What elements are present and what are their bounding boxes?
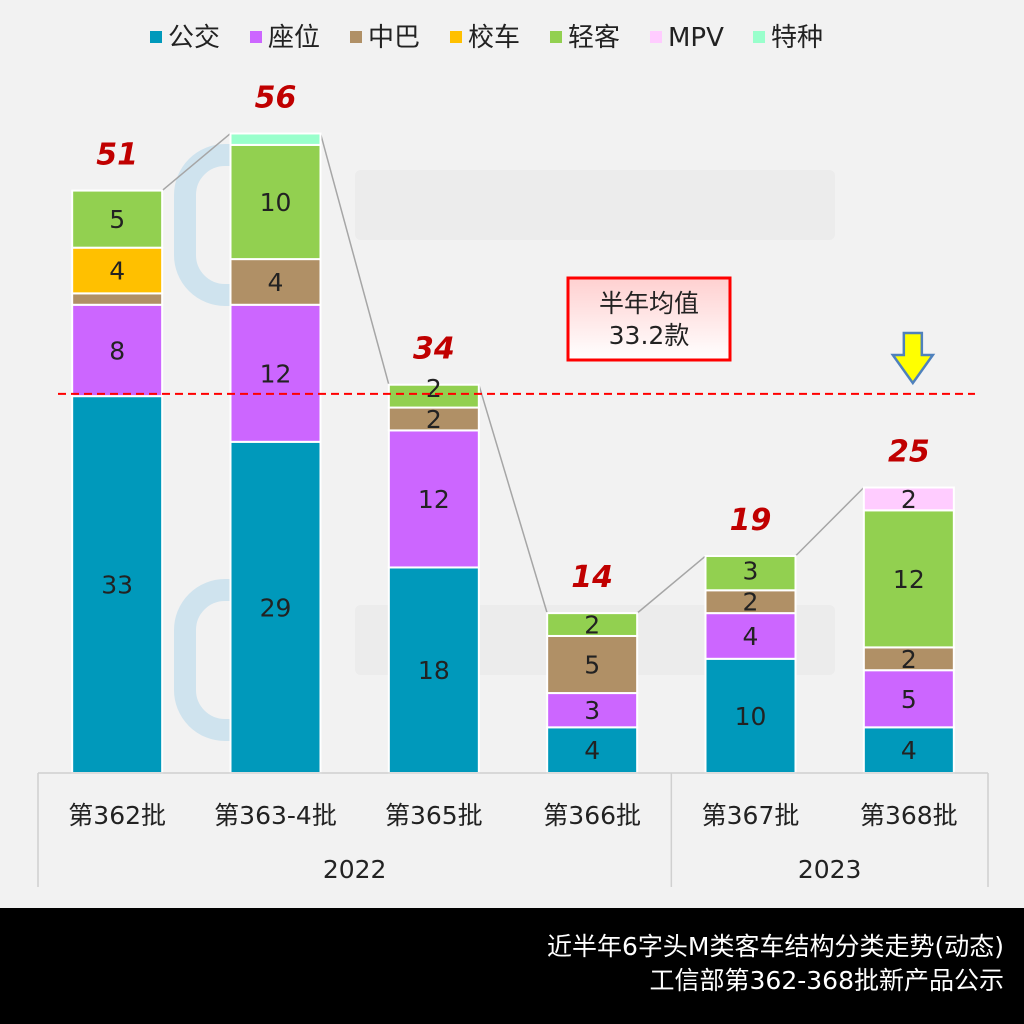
legend-swatch [150, 31, 162, 43]
bar-value-label: 2 [426, 405, 442, 434]
connector-line [478, 384, 548, 614]
connector-line [794, 486, 865, 557]
bar-value-label: 10 [260, 188, 292, 217]
x-tick-label: 第367批 [702, 801, 800, 830]
x-tick-label: 第368批 [860, 801, 958, 830]
x-tick-label: 第363-4批 [214, 801, 337, 830]
x-tick-label: 第366批 [543, 801, 641, 830]
total-label: 14 [571, 560, 613, 595]
total-label: 25 [888, 435, 930, 470]
bar-value-label: 33 [101, 571, 133, 600]
bar-segment [229, 143, 322, 261]
stacked-bar-chart: 公交 座位 中巴 校车 轻客 MPV 特种3384551291241056181222344… [37, 23, 989, 887]
bar-segment [229, 258, 322, 306]
legend-label: 公交 [168, 23, 220, 53]
legend-swatch [450, 31, 462, 43]
average-callout-title: 半年均值 [599, 289, 699, 318]
bar-segment [387, 383, 480, 409]
bar-segment [704, 657, 797, 774]
bar-value-label: 2 [584, 611, 600, 640]
connector-line [319, 133, 390, 385]
bar-value-label: 4 [584, 736, 600, 765]
bar-value-label: 3 [743, 557, 759, 586]
bar-segment [71, 303, 164, 398]
legend-label: 校车 [468, 23, 520, 53]
legend-swatch [550, 31, 562, 43]
legend-label: 特种 [771, 23, 823, 53]
bar-value-label: 8 [109, 336, 125, 365]
bar-value-label: 18 [418, 656, 450, 685]
bar-value-label: 2 [901, 485, 917, 514]
footer-caption: 近半年6字头M类客车结构分类走势(动态) 工信部第362-368批新产品公示 [0, 908, 1024, 1024]
bar-value-label: 4 [901, 736, 917, 765]
bar-segment [704, 612, 797, 660]
footer-line2: 工信部第362-368批新产品公示 [649, 966, 1004, 995]
bar-segment [229, 303, 322, 443]
bar-segment [71, 246, 164, 295]
legend-swatch [650, 31, 662, 43]
legend-label: 轻客 [568, 23, 620, 53]
bar-value-label: 12 [893, 565, 925, 594]
bar-value-label: 5 [109, 205, 125, 234]
bar-segment [704, 555, 797, 592]
bar-segment [387, 429, 480, 569]
bar-value-label: 12 [260, 359, 292, 388]
bar-segment [862, 669, 955, 729]
bar-value-label: 12 [418, 485, 450, 514]
connector-line [161, 132, 231, 192]
bar-segment [71, 189, 164, 249]
x-tick-label: 第362批 [68, 801, 166, 830]
legend-swatch [250, 31, 262, 43]
legend-label: MPV [668, 23, 724, 53]
bar-value-label: 2 [426, 374, 442, 403]
bar-value-label: 2 [901, 645, 917, 674]
bar-segment [546, 612, 639, 637]
total-label: 56 [255, 80, 297, 115]
legend-label: 座位 [268, 23, 320, 53]
total-label: 51 [96, 138, 138, 173]
x-tick-label: 第365批 [385, 801, 483, 830]
legend-label: 中巴 [368, 23, 420, 53]
bar-value-label: 4 [268, 268, 284, 297]
bar-segment [862, 486, 955, 512]
bar-value-label: 29 [260, 593, 292, 622]
average-callout-box [566, 276, 732, 362]
bar-segment [229, 132, 322, 146]
bar-value-label: 4 [109, 257, 125, 286]
average-callout-value: 33.2款 [609, 321, 690, 350]
bar-value-label: 2 [743, 588, 759, 617]
bar-segment [229, 440, 322, 774]
x-group-label: 2022 [323, 855, 387, 884]
legend-swatch [753, 31, 765, 43]
bar-value-label: 5 [584, 651, 600, 680]
x-group-label: 2023 [798, 855, 862, 884]
connector-line [636, 555, 706, 614]
down-arrow-icon [890, 331, 936, 386]
bar-value-label: 10 [735, 702, 767, 731]
wm-1-logo-wordmark [355, 170, 835, 240]
bar-value-label: 3 [584, 696, 600, 725]
bar-value-label: 5 [901, 685, 917, 714]
footer-line1: 近半年6字头M类客车结构分类走势(动态) [547, 932, 1004, 961]
legend-swatch [350, 31, 362, 43]
total-label: 34 [413, 332, 455, 367]
bar-value-label: 4 [743, 622, 759, 651]
total-label: 19 [730, 503, 772, 538]
bar-segment [71, 292, 164, 306]
